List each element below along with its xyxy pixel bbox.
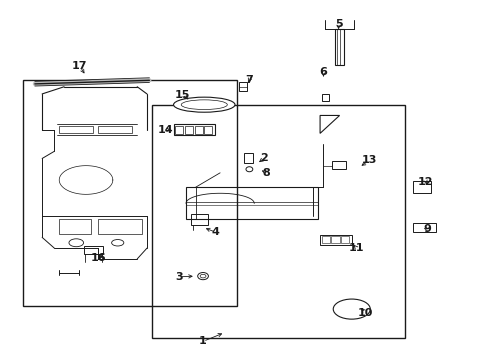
- Bar: [244, 153, 253, 163]
- Bar: [238, 82, 247, 91]
- Bar: [98, 126, 132, 134]
- Text: 4: 4: [211, 227, 219, 237]
- Text: 6: 6: [319, 67, 327, 77]
- Ellipse shape: [69, 239, 83, 247]
- Bar: [59, 126, 93, 134]
- Text: 14: 14: [157, 125, 173, 135]
- Bar: [194, 126, 202, 134]
- Text: 7: 7: [245, 75, 253, 85]
- Bar: [98, 220, 142, 234]
- Text: 16: 16: [90, 253, 106, 263]
- Text: 8: 8: [262, 168, 270, 178]
- Polygon shape: [320, 116, 339, 134]
- Bar: [412, 223, 435, 232]
- Text: 11: 11: [348, 243, 364, 253]
- Bar: [412, 181, 430, 193]
- Bar: [184, 126, 193, 134]
- Ellipse shape: [173, 97, 235, 112]
- Text: 2: 2: [260, 153, 267, 163]
- Bar: [83, 246, 103, 253]
- Ellipse shape: [245, 167, 252, 172]
- Bar: [203, 126, 212, 134]
- Text: 1: 1: [199, 336, 206, 346]
- Text: 5: 5: [334, 19, 342, 29]
- Bar: [185, 187, 317, 220]
- Bar: [190, 214, 207, 225]
- Bar: [330, 235, 339, 243]
- Ellipse shape: [200, 274, 205, 278]
- Text: 9: 9: [423, 225, 430, 234]
- Bar: [152, 105, 405, 338]
- Bar: [321, 235, 329, 243]
- Bar: [340, 235, 348, 243]
- Bar: [331, 161, 345, 169]
- Ellipse shape: [111, 239, 123, 246]
- Text: 12: 12: [417, 177, 433, 187]
- Bar: [334, 30, 344, 65]
- Text: 15: 15: [174, 90, 189, 100]
- Ellipse shape: [332, 299, 369, 319]
- Text: 10: 10: [357, 308, 372, 318]
- Text: 17: 17: [72, 61, 87, 71]
- Bar: [175, 126, 183, 134]
- Bar: [59, 220, 91, 234]
- Ellipse shape: [197, 273, 208, 280]
- Bar: [320, 234, 351, 244]
- Bar: [22, 80, 237, 306]
- Text: 3: 3: [175, 272, 182, 282]
- Bar: [173, 125, 215, 135]
- Text: 13: 13: [361, 155, 376, 165]
- Ellipse shape: [181, 100, 227, 109]
- Bar: [321, 94, 328, 101]
